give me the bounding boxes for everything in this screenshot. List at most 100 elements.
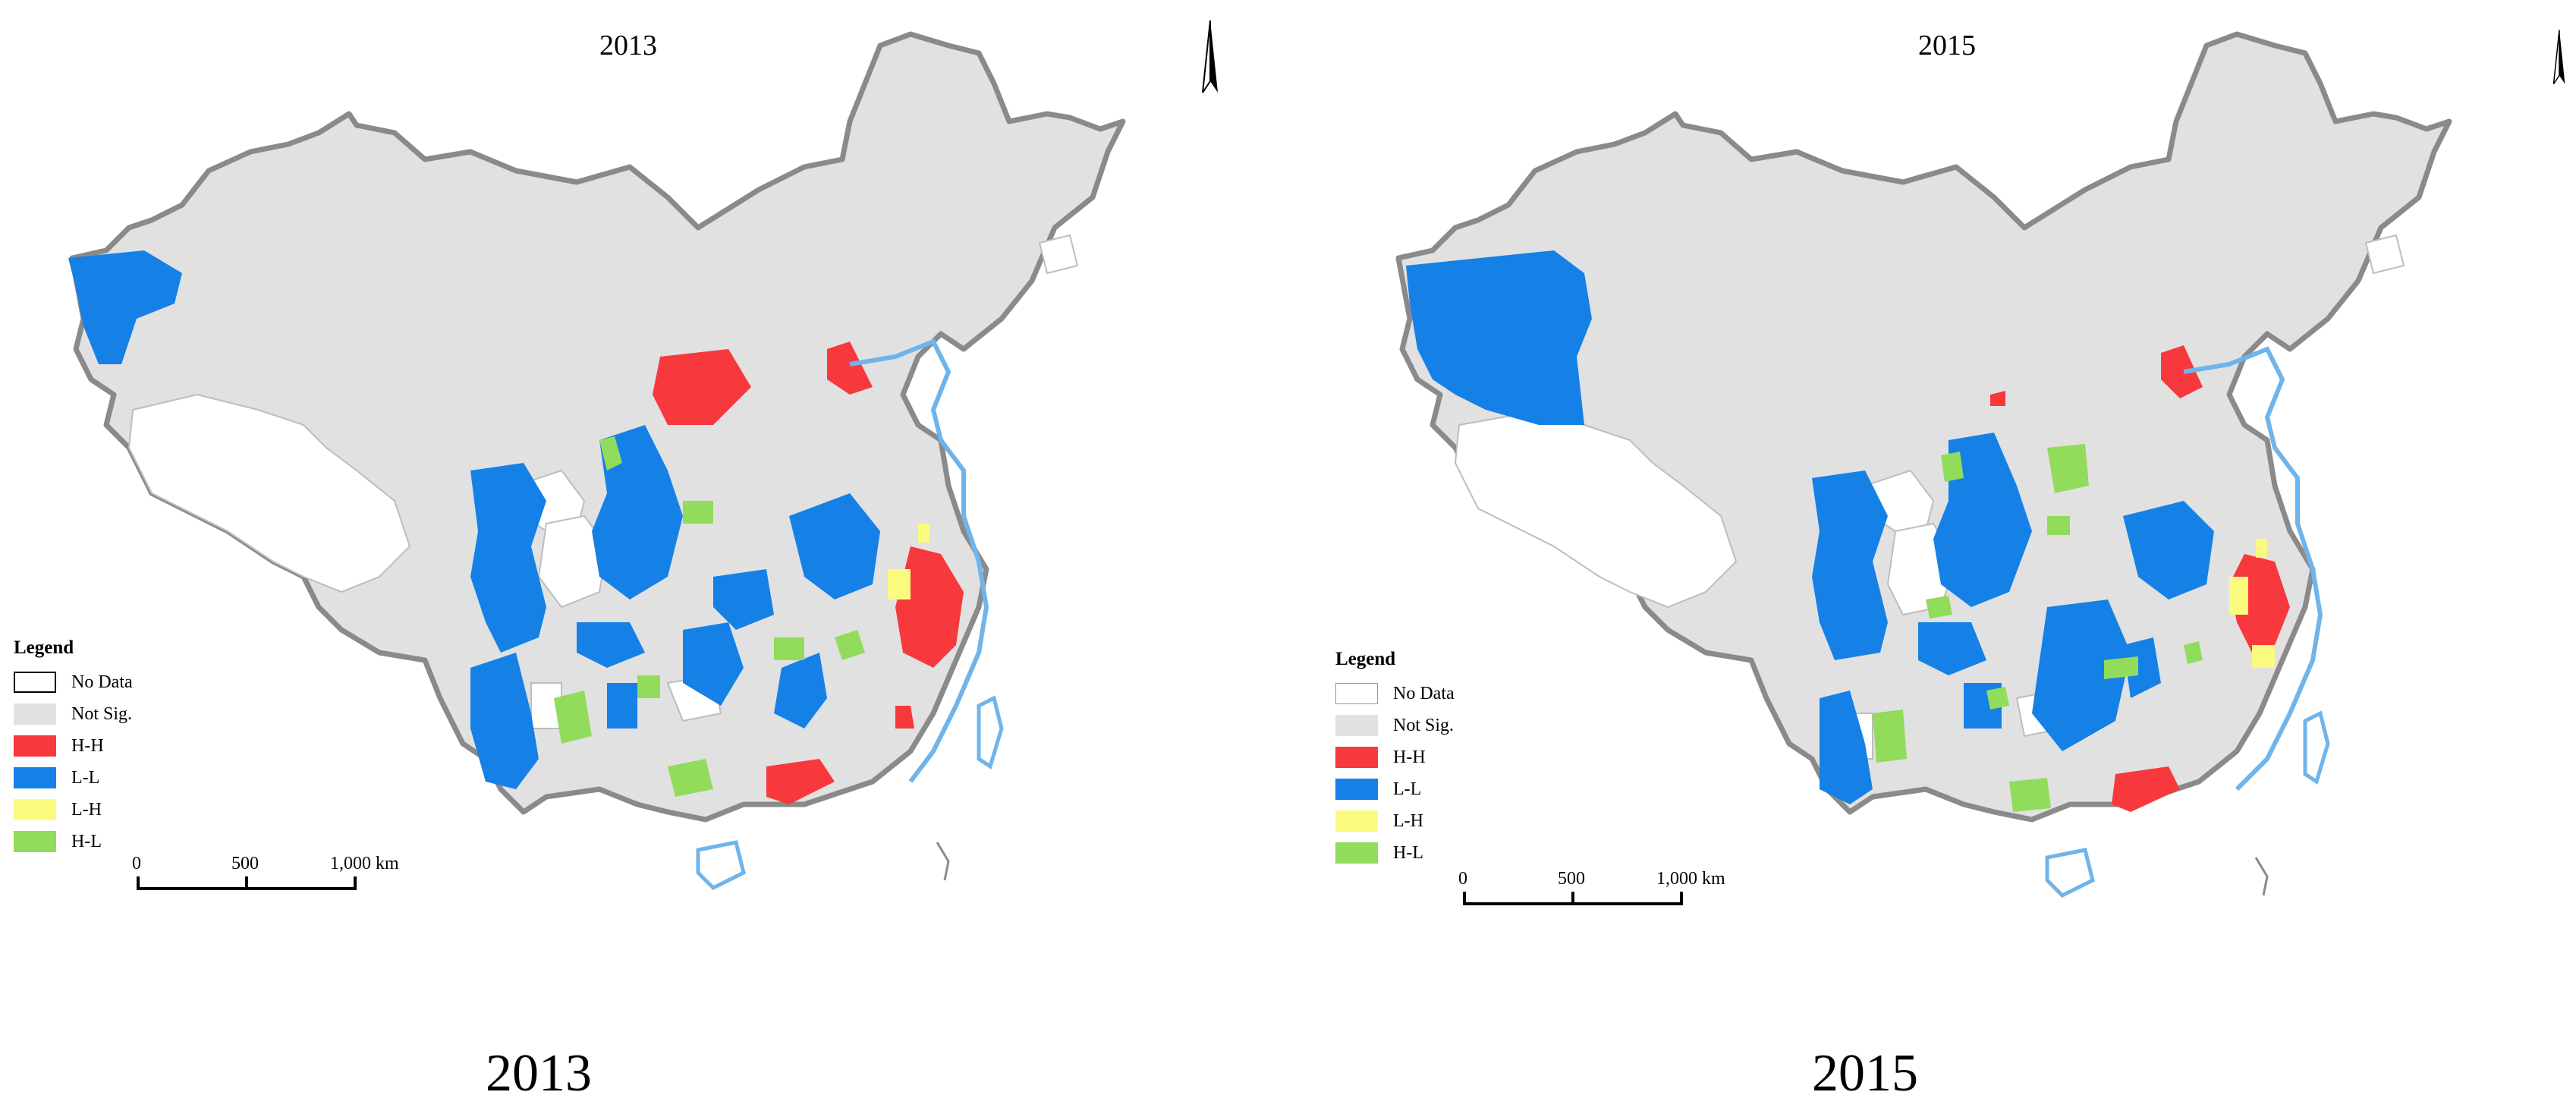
- hl-guangxi: [668, 759, 713, 797]
- map-legend: Legend No Data Not Sig. H-H L-L L-H H-L: [14, 637, 133, 858]
- legend-label: L-L: [1393, 779, 1422, 799]
- hh-inner-mongolia-dot: [1990, 391, 2005, 406]
- legend-item-no-data: No Data: [14, 666, 133, 698]
- scale-tick: [354, 876, 357, 890]
- lh-shanghai: [918, 524, 929, 543]
- scale-tick: [1571, 892, 1574, 905]
- coast-line: [849, 338, 989, 783]
- south-china-sea-box: [2254, 857, 2269, 896]
- legend-item-hl: H-L: [1335, 837, 1455, 869]
- figure-caption: 2013: [486, 1044, 592, 1103]
- legend-swatch: [1335, 842, 1378, 864]
- south-china-sea-box: [936, 842, 950, 881]
- lh-zhejiang: [2252, 645, 2275, 668]
- legend-item-lh: L-H: [1335, 805, 1455, 837]
- hl-shanxi: [2047, 444, 2089, 493]
- legend-title: Legend: [14, 637, 74, 658]
- map-panel-2015: 2015 Legend No Data Not Sig. H-H L-L L-H…: [1288, 0, 2576, 1114]
- no-data-ne: [2364, 234, 2405, 275]
- ll-mid4: [789, 493, 880, 599]
- ll-mid3: [713, 569, 774, 630]
- scale-bar: 0 500 1,000 km: [132, 854, 440, 899]
- scale-tick: [1680, 892, 1683, 905]
- map-title: 2013: [599, 30, 657, 61]
- hainan-island: [696, 840, 746, 891]
- legend-swatch: [1335, 683, 1378, 704]
- hl-anhui: [835, 630, 865, 660]
- coast-line: [2183, 346, 2323, 791]
- hl-yunnan-a: [554, 691, 592, 744]
- legend-label: Not Sig.: [1393, 715, 1455, 735]
- legend-swatch: [1335, 715, 1378, 736]
- hl-shaanxi: [2047, 516, 2070, 535]
- scale-tick: [1463, 892, 1466, 905]
- ll-west-block: [1812, 470, 1888, 660]
- ll-west-block: [470, 463, 546, 653]
- scale-label-500: 500: [1558, 869, 1585, 889]
- legend-label: No Data: [1393, 683, 1455, 703]
- ll-xinjiang-large: [1406, 250, 1592, 425]
- ll-yunnan: [1820, 691, 1873, 804]
- legend-label: L-H: [1393, 810, 1423, 831]
- hh-beijing: [827, 341, 873, 395]
- scale-label-0: 0: [1458, 869, 1467, 889]
- scale-bar: 0 500 1,000 km: [1458, 869, 1766, 914]
- scale-tick: [137, 876, 140, 890]
- hl-central: [1926, 596, 1952, 618]
- ll-mid2: [683, 622, 744, 706]
- lh-jiangsu: [888, 569, 911, 599]
- hl-hubei: [2104, 656, 2138, 679]
- lh-shanghai: [2256, 539, 2267, 558]
- scale-tick: [245, 876, 248, 890]
- hl-yunnan-a: [1873, 710, 1907, 763]
- ll-mid6: [607, 683, 637, 729]
- hl-guizhou: [1986, 687, 2009, 710]
- hl-hubei: [774, 637, 804, 660]
- legend-item-no-data: No Data: [1335, 678, 1455, 710]
- legend-item-ll: L-L: [14, 762, 133, 794]
- ll-mid1: [577, 622, 645, 668]
- figure-caption: 2015: [1812, 1044, 1918, 1103]
- hh-fujian: [895, 706, 914, 729]
- hh-beijing: [2161, 345, 2203, 398]
- north-arrow-icon: [1202, 20, 1218, 93]
- legend-label: L-L: [71, 767, 100, 788]
- legend-label: H-L: [71, 831, 102, 851]
- legend-item-hh: H-H: [1335, 741, 1455, 773]
- country-base: [69, 31, 1126, 823]
- scale-label-0: 0: [132, 854, 141, 873]
- no-data-tibet: [127, 393, 411, 593]
- map-legend: Legend No Data Not Sig. H-H L-L L-H H-L: [1335, 649, 1455, 869]
- hl-gansu: [1941, 452, 1964, 482]
- legend-item-ll: L-L: [1335, 773, 1455, 805]
- scale-label-1000: 1,000 km: [1656, 869, 1725, 889]
- ll-mid4: [2123, 501, 2214, 599]
- china-lisa-map-2015: [1395, 31, 2452, 898]
- country-base: [1395, 31, 2452, 823]
- hl-central: [683, 501, 713, 524]
- legend-swatch: [14, 799, 56, 820]
- legend-swatch: [14, 831, 56, 852]
- hh-guangdong: [2112, 766, 2180, 812]
- legend-label: Not Sig.: [71, 703, 133, 724]
- legend-swatch: [1335, 747, 1378, 768]
- no-data-ne: [1038, 234, 1079, 275]
- ll-mid3: [2123, 637, 2161, 698]
- hh-guangdong: [766, 759, 835, 804]
- taiwan-island: [977, 695, 1004, 769]
- legend-item-hh: H-H: [14, 730, 133, 762]
- hainan-island: [2045, 848, 2095, 898]
- hl-hunan: [637, 675, 660, 698]
- legend-item-not-sig: Not Sig.: [14, 698, 133, 730]
- ll-mid5: [774, 653, 827, 729]
- legend-swatch: [14, 767, 56, 788]
- legend-item-not-sig: Not Sig.: [1335, 710, 1455, 741]
- hl-guangxi: [2009, 778, 2051, 812]
- ll-mid1: [1918, 622, 1986, 675]
- scale-label-1000: 1,000 km: [330, 854, 399, 873]
- ll-central-a: [592, 425, 683, 599]
- legend-swatch: [14, 703, 56, 725]
- legend-swatch: [1335, 779, 1378, 800]
- hh-yangtze-delta: [895, 546, 964, 668]
- hh-inner-mongolia: [653, 349, 751, 425]
